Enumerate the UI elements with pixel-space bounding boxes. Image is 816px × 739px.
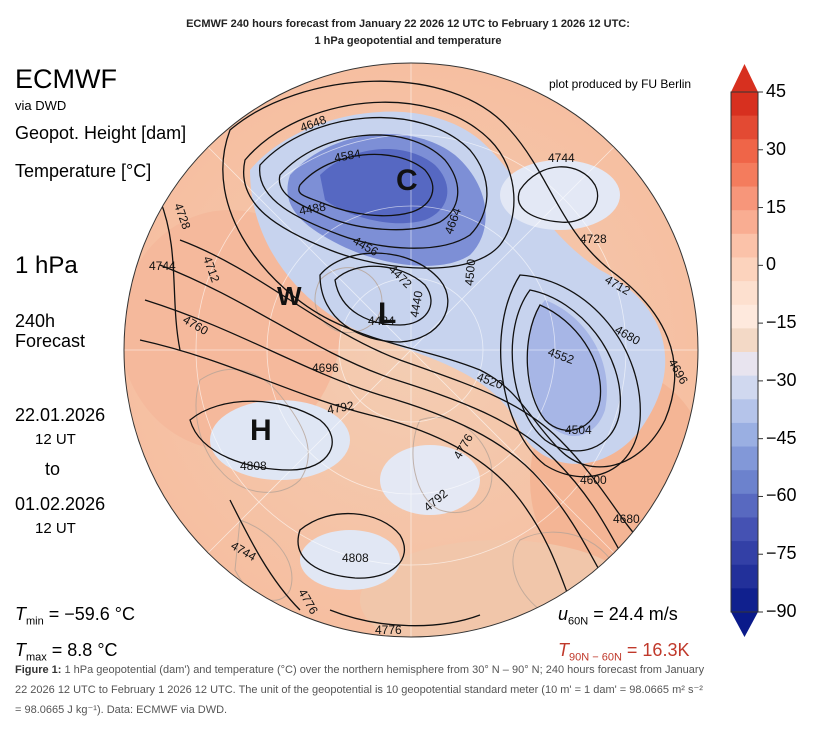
colorbar-segment	[731, 493, 758, 518]
colorbar-segment	[731, 210, 758, 235]
colorbar	[730, 64, 763, 637]
colorbar-segment	[731, 162, 758, 188]
colorbar-segment	[731, 304, 758, 329]
contour-label: 4584	[333, 146, 362, 164]
figure-title: ECMWF 240 hours forecast from January 22…	[0, 16, 816, 50]
contour-label: 4500	[462, 258, 478, 286]
tmin-stat: Tmin = −59.6 °C	[15, 604, 135, 628]
caption-figure-label: Figure 1:	[15, 664, 62, 676]
colorbar-segment	[731, 352, 758, 377]
colorbar-tick-label: 15	[766, 196, 787, 217]
colorbar-segment	[731, 446, 758, 471]
caption-text-1: 1 hPa geopotential (dam') and temperatur…	[61, 664, 705, 676]
colorbar-tick-label: −45	[766, 427, 797, 448]
contour-label: 4808	[240, 459, 267, 473]
time-to: 12 UT	[35, 520, 76, 537]
colorbar-segment	[731, 588, 758, 613]
source-label: via DWD	[15, 98, 67, 113]
temperature-stats: Tmin = −59.6 °C Tmax = 8.8 °C	[15, 600, 135, 671]
colorbar-tick-label: −30	[766, 369, 797, 390]
title-line-1: ECMWF 240 hours forecast from January 22…	[186, 18, 630, 30]
date-to: 01.02.2026	[15, 494, 106, 514]
colorbar-tick-label: −60	[766, 485, 797, 506]
colorbar-segment	[731, 139, 758, 164]
time-from: 12 UT	[35, 431, 76, 448]
lead-line-1: 240h	[15, 311, 56, 331]
colorbar-tick-label: 0	[766, 254, 777, 275]
colorbar-tick-label: −90	[766, 601, 797, 621]
colorbar-segment	[731, 564, 758, 589]
lead-line-2: Forecast	[15, 331, 86, 351]
model-label: ECMWF	[15, 64, 117, 94]
caption-text-2: 22 2026 12 UTC to February 1 2026 12 UTC…	[15, 684, 703, 696]
contour-label: 4440	[407, 289, 425, 318]
contour-label: 4696	[312, 361, 339, 375]
colorbar-segment	[731, 186, 758, 211]
u60n-stat: u60N = 24.4 m/s	[558, 604, 678, 628]
contour-label: 4728	[580, 232, 607, 246]
title-line-2: 1 hPa geopotential and temperature	[314, 35, 502, 47]
colorbar-segment	[731, 470, 758, 495]
colorbar-top-arrow	[731, 64, 758, 92]
contour-label: 4488	[298, 199, 327, 217]
colorbar-tick-label: −15	[766, 312, 797, 333]
low-center-l: L	[378, 297, 396, 330]
contour-label: 4808	[342, 551, 369, 565]
wind-stats: u60N = 24.4 m/s T90N − 60N = 16.3K	[558, 600, 689, 671]
level-label: 1 hPa	[15, 252, 78, 279]
caption-text-3: = 98.0665 J kg⁻¹). Data: ECMWF via DWD.	[15, 704, 228, 716]
colorbar-segment	[731, 375, 758, 400]
colorbar-tick-label: −75	[766, 543, 797, 564]
colorbar-segment	[731, 233, 758, 258]
geopotential-contours	[139, 80, 676, 627]
warm-center-w: W	[277, 281, 302, 311]
map-disc	[124, 63, 698, 637]
colorbar-segment	[731, 115, 758, 140]
colorbar-segment	[731, 422, 758, 448]
contour-label: 4600	[580, 473, 607, 487]
colorbar-outline	[730, 91, 759, 613]
tmax-stat: Tmax = 8.8 °C	[15, 639, 118, 664]
colorbar-segment	[731, 328, 758, 353]
colorbar-segment	[731, 517, 758, 542]
colorbar-segment	[731, 541, 758, 566]
contour-label: 4776	[375, 623, 402, 637]
contour-label: 4744	[548, 151, 575, 165]
colorbar-segment	[731, 257, 758, 282]
date-from: 22.01.2026	[15, 405, 106, 425]
credit-label: plot produced by FU Berlin	[549, 77, 692, 91]
contour-label: 4744	[149, 259, 176, 273]
colorbar-segment	[731, 281, 758, 306]
to-word: to	[45, 459, 61, 479]
colorbar-segment	[731, 399, 758, 424]
t-gradient-stat: T90N − 60N = 16.3K	[558, 639, 690, 664]
figure-caption: Figure 1: 1 hPa geopotential (dam') and …	[15, 660, 805, 720]
temp-label: Temperature [°C]	[15, 161, 152, 181]
geopot-label: Geopot. Height [dam]	[15, 123, 187, 143]
contour-label: 4424	[368, 314, 395, 328]
colorbar-bottom-arrow	[731, 612, 758, 637]
low-center-c: C	[396, 164, 418, 197]
high-center-h: H	[250, 414, 272, 447]
contour-label: 4504	[565, 423, 592, 437]
graticule	[124, 63, 698, 637]
contour-label: 4680	[613, 512, 640, 526]
colorbar-tick-label: 45	[766, 81, 787, 101]
colorbar-tick-label: 30	[766, 138, 787, 159]
colorbar-segment	[731, 92, 758, 117]
contour-label: 4792	[326, 398, 355, 416]
